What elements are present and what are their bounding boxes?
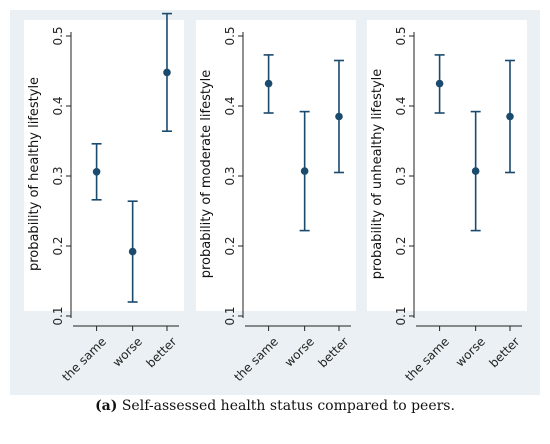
y-tick-label: 0.5	[223, 26, 237, 45]
data-point	[300, 167, 309, 175]
y-tick-label: 0.1	[223, 306, 237, 325]
data-point	[506, 112, 514, 121]
y-tick-label: 0.3	[51, 166, 65, 185]
y-axis-label: probability of moderate lifestyle	[199, 70, 214, 279]
y-tick-label: 0.2	[223, 236, 237, 255]
y-tick-label: 0.5	[394, 26, 408, 45]
figure-caption: (a) Self-assessed health status compared…	[0, 398, 550, 414]
y-tick-label: 0.4	[223, 96, 237, 115]
data-point	[471, 167, 480, 175]
y-tick-label: 0.1	[51, 306, 65, 325]
y-tick-label: 0.1	[394, 306, 408, 325]
data-point	[92, 168, 101, 176]
data-point	[128, 247, 137, 256]
y-tick-label: 0.2	[51, 236, 65, 255]
chart-panel-3: 0.1 0.2 0.3 0.4 0.5 probability of unhealthy …	[367, 20, 527, 384]
data-point	[335, 112, 343, 121]
data-point	[264, 79, 273, 88]
caption-label: (a)	[95, 398, 118, 414]
y-tick-label: 0.2	[394, 236, 408, 255]
y-tick-label: 0.4	[51, 96, 65, 115]
y-axis-label: probability of healthy lifestyle	[27, 77, 42, 271]
y-tick-label: 0.4	[394, 96, 408, 115]
plot-area	[367, 20, 527, 311]
y-tick-label: 0.3	[394, 166, 408, 185]
data-point	[435, 79, 444, 88]
panels-group: 0.1 0.2 0.3 0.4 0.5 probability of healthy li…	[24, 12, 527, 384]
data-point	[163, 68, 171, 77]
y-tick-label: 0.5	[51, 26, 65, 45]
y-tick-label: 0.3	[223, 166, 237, 185]
plot-area	[196, 20, 356, 311]
plot-area	[24, 20, 184, 311]
y-axis-label: probability of unhealthy lifestyle	[370, 69, 385, 280]
caption-text: Self-assessed health status compared to …	[117, 398, 455, 414]
